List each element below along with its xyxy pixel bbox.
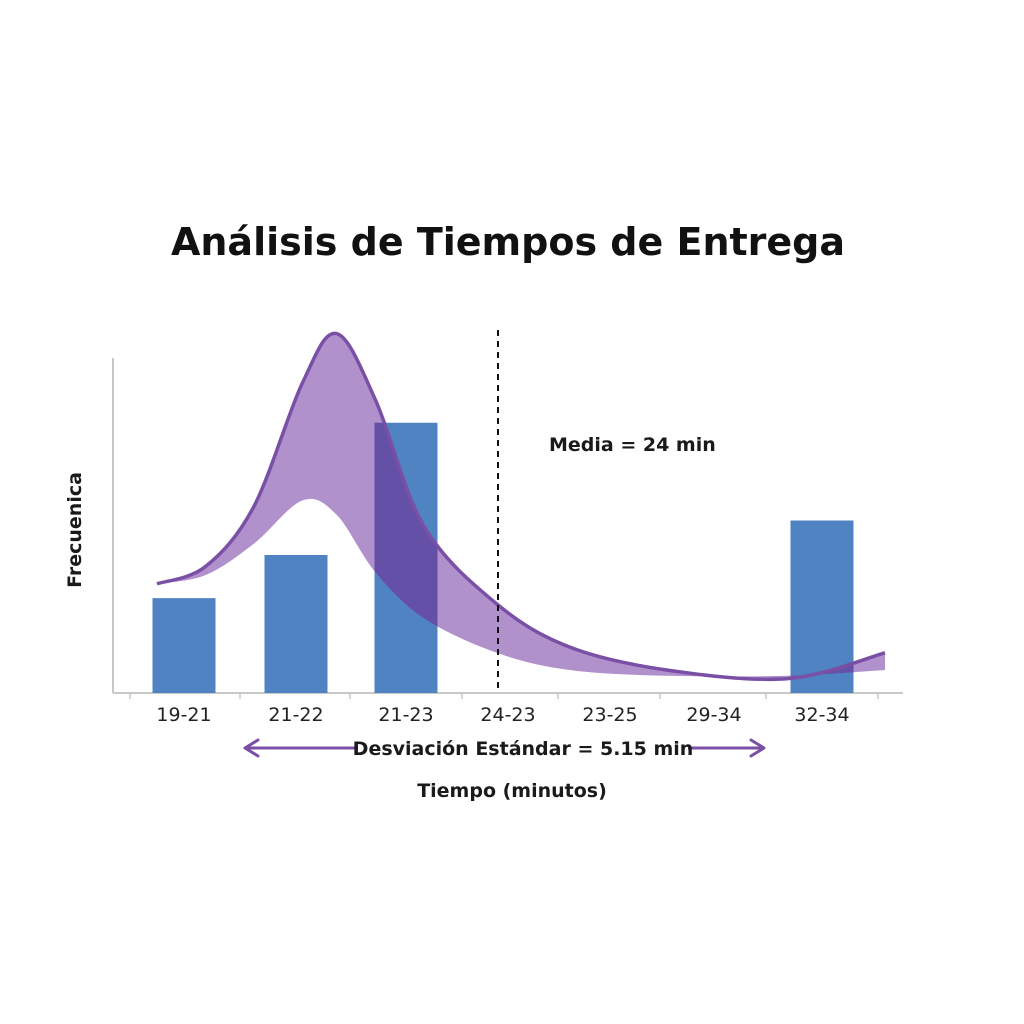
x-tick-label-24-23: 24-23 <box>480 704 535 726</box>
x-tick-labels: 19-21 21-22 21-23 24-23 23-25 29-34 32-34 <box>156 704 849 726</box>
std-arrow-right-head <box>749 738 766 758</box>
x-tick-label-19-21: 19-21 <box>156 704 211 726</box>
x-tick-label-21-23: 21-23 <box>378 704 433 726</box>
y-axis-label: Frecuenica <box>64 472 86 588</box>
bar-21-22 <box>264 555 328 693</box>
x-tick-label-29-34: 29-34 <box>686 704 741 726</box>
x-tick-label-23-25: 23-25 <box>582 704 637 726</box>
distribution-curve <box>156 331 886 682</box>
x-axis-label: Tiempo (minutos) <box>417 780 607 802</box>
spread-band-area <box>157 333 885 680</box>
x-axis-ticks <box>129 693 879 699</box>
bar-19-21 <box>152 598 216 693</box>
std-label: Desviación Estándar = 5.15 min <box>353 738 694 760</box>
chart-title: Análisis de Tiempos de Entrega <box>171 220 845 264</box>
bar-32-34 <box>790 520 854 693</box>
std-arrow-left-head <box>243 738 260 758</box>
x-tick-label-21-22: 21-22 <box>268 704 323 726</box>
mean-label: Media = 24 min <box>549 434 716 456</box>
x-tick-label-32-34: 32-34 <box>794 704 849 726</box>
